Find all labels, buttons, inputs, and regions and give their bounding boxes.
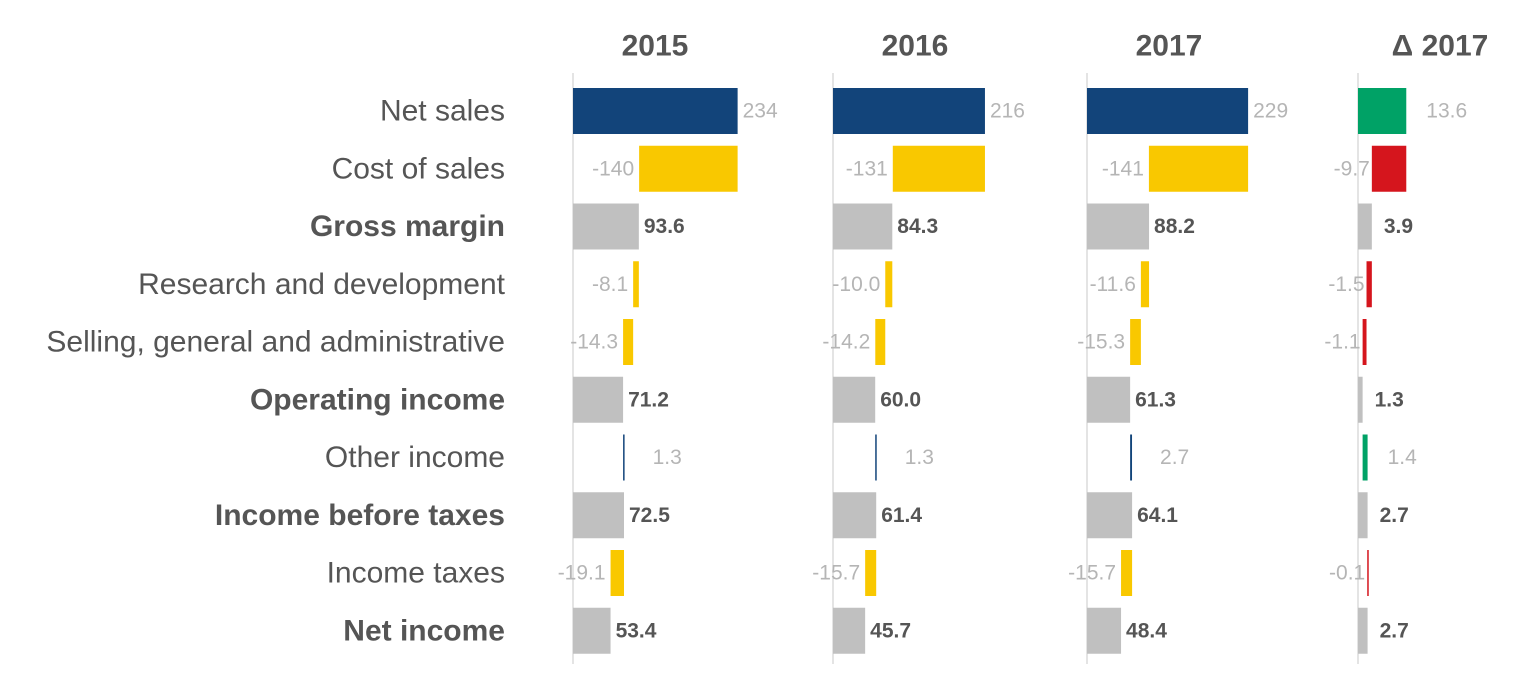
data-label-2015-net-sales: 234 [743,100,778,123]
data-label-2015-income-taxes: -19.1 [558,562,606,585]
bar-2015-net-income [573,607,611,654]
data-label-delta-2017-net-income: 2.7 [1380,619,1409,642]
data-label-2017-other-income: 2.7 [1160,446,1189,469]
data-label-2016-cost-of-sales: -131 [846,157,888,180]
row-label-cost-of-sales: Cost of sales [332,152,505,185]
data-label-delta-2017-income-taxes: -0.1 [1329,562,1365,585]
bar-2015-operating-income [573,376,624,423]
bar-2017-net-income [1087,607,1122,654]
row-label-net-sales: Net sales [380,95,505,128]
data-label-2017-operating-income: 61.3 [1135,388,1176,411]
bar-2016-cost-of-sales [892,145,985,192]
data-label-2016-selling-general-and-administrative: -14.2 [822,331,870,354]
column-header-2015: 2015 [622,30,689,63]
data-label-2017-income-taxes: -15.7 [1068,562,1116,585]
data-label-2016-net-sales: 216 [990,100,1025,123]
bar-delta-2017-research-and-development [1366,261,1372,308]
row-label-net-income: Net income [343,614,505,647]
bar-2017-other-income [1130,434,1133,481]
bar-2017-income-before-taxes [1087,492,1133,539]
row-label-operating-income: Operating income [250,383,505,416]
bar-2017-cost-of-sales [1148,145,1249,192]
data-label-delta-2017-other-income: 1.4 [1388,446,1418,469]
row-label-income-before-taxes: Income before taxes [215,499,505,532]
data-label-2015-cost-of-sales: -140 [592,157,634,180]
bar-2017-research-and-development [1140,261,1150,308]
data-label-2016-income-before-taxes: 61.4 [881,504,922,527]
data-label-2015-research-and-development: -8.1 [592,273,628,296]
data-label-2016-other-income: 1.3 [905,446,934,469]
bar-delta-2017-net-income [1358,607,1368,654]
data-label-2015-selling-general-and-administrative: -14.3 [570,331,618,354]
column-header-2017: 2017 [1136,30,1203,63]
data-label-2017-research-and-development: -11.6 [1090,273,1136,296]
data-label-delta-2017-cost-of-sales: -9.7 [1334,157,1370,180]
data-label-2015-income-before-taxes: 72.5 [629,504,670,527]
data-label-delta-2017-income-before-taxes: 2.7 [1380,504,1409,527]
data-label-2016-net-income: 45.7 [870,619,911,642]
column-header-2016: 2016 [882,30,949,63]
data-label-2015-other-income: 1.3 [653,446,682,469]
data-label-delta-2017-research-and-development: -1.5 [1328,273,1364,296]
data-label-delta-2017-selling-general-and-administrative: -1.1 [1324,331,1360,354]
row-label-income-taxes: Income taxes [327,557,505,590]
data-label-2017-cost-of-sales: -141 [1102,157,1144,180]
bar-2016-other-income [875,434,877,481]
data-label-2017-selling-general-and-administrative: -15.3 [1077,331,1125,354]
bar-2017-selling-general-and-administrative [1130,319,1141,365]
bar-2016-income-taxes [865,550,877,596]
data-label-2017-gross-margin: 88.2 [1154,215,1195,238]
bar-delta-2017-selling-general-and-administrative [1362,319,1367,365]
bar-2015-net-sales [573,88,738,134]
bar-2017-gross-margin [1087,203,1150,250]
data-label-2017-income-before-taxes: 64.1 [1137,504,1178,527]
bar-delta-2017-income-taxes [1367,550,1369,596]
bar-2016-selling-general-and-administrative [875,319,886,365]
row-label-gross-margin: Gross margin [310,210,505,243]
data-label-2015-operating-income: 71.2 [628,388,669,411]
data-label-delta-2017-gross-margin: 3.9 [1384,215,1413,238]
bar-2015-other-income [623,434,625,481]
bar-2016-net-income [833,607,866,654]
row-label-research-and-development: Research and development [138,268,506,301]
bar-delta-2017-income-before-taxes [1358,492,1368,539]
bar-2016-operating-income [833,376,876,423]
data-label-2016-gross-margin: 84.3 [897,215,938,238]
data-label-2016-research-and-development: -10.0 [832,273,880,296]
bar-delta-2017-cost-of-sales [1371,145,1407,192]
bar-2016-research-and-development [885,261,893,308]
column-header-2017: Δ 2017 [1392,30,1489,63]
bar-2016-gross-margin [833,203,893,250]
bar-2017-income-taxes [1121,550,1133,596]
bar-2015-gross-margin [573,203,639,250]
bar-delta-2017-operating-income [1358,376,1363,423]
bar-delta-2017-net-sales [1358,88,1407,134]
bar-2017-net-sales [1087,88,1249,134]
bar-2015-research-and-development [633,261,639,308]
data-label-2017-net-income: 48.4 [1126,619,1167,642]
data-label-2016-operating-income: 60.0 [880,388,921,411]
row-label-selling-general-and-administrative: Selling, general and administrative [46,326,505,359]
bar-2015-selling-general-and-administrative [623,319,634,365]
data-label-2015-net-income: 53.4 [616,619,657,642]
data-label-2015-gross-margin: 93.6 [644,215,685,238]
row-label-other-income: Other income [325,441,505,474]
data-label-delta-2017-operating-income: 1.3 [1375,388,1404,411]
data-label-2017-net-sales: 229 [1253,100,1288,123]
bar-2015-income-taxes [610,550,625,596]
bar-2016-income-before-taxes [833,492,877,539]
bar-delta-2017-gross-margin [1358,203,1372,250]
bar-2015-cost-of-sales [639,145,738,192]
bar-2015-income-before-taxes [573,492,625,539]
bar-2017-operating-income [1087,376,1131,423]
bar-2016-net-sales [833,88,985,134]
data-label-2016-income-taxes: -15.7 [812,562,860,585]
bar-delta-2017-other-income [1362,434,1368,481]
data-label-delta-2017-net-sales: 13.6 [1426,100,1467,123]
